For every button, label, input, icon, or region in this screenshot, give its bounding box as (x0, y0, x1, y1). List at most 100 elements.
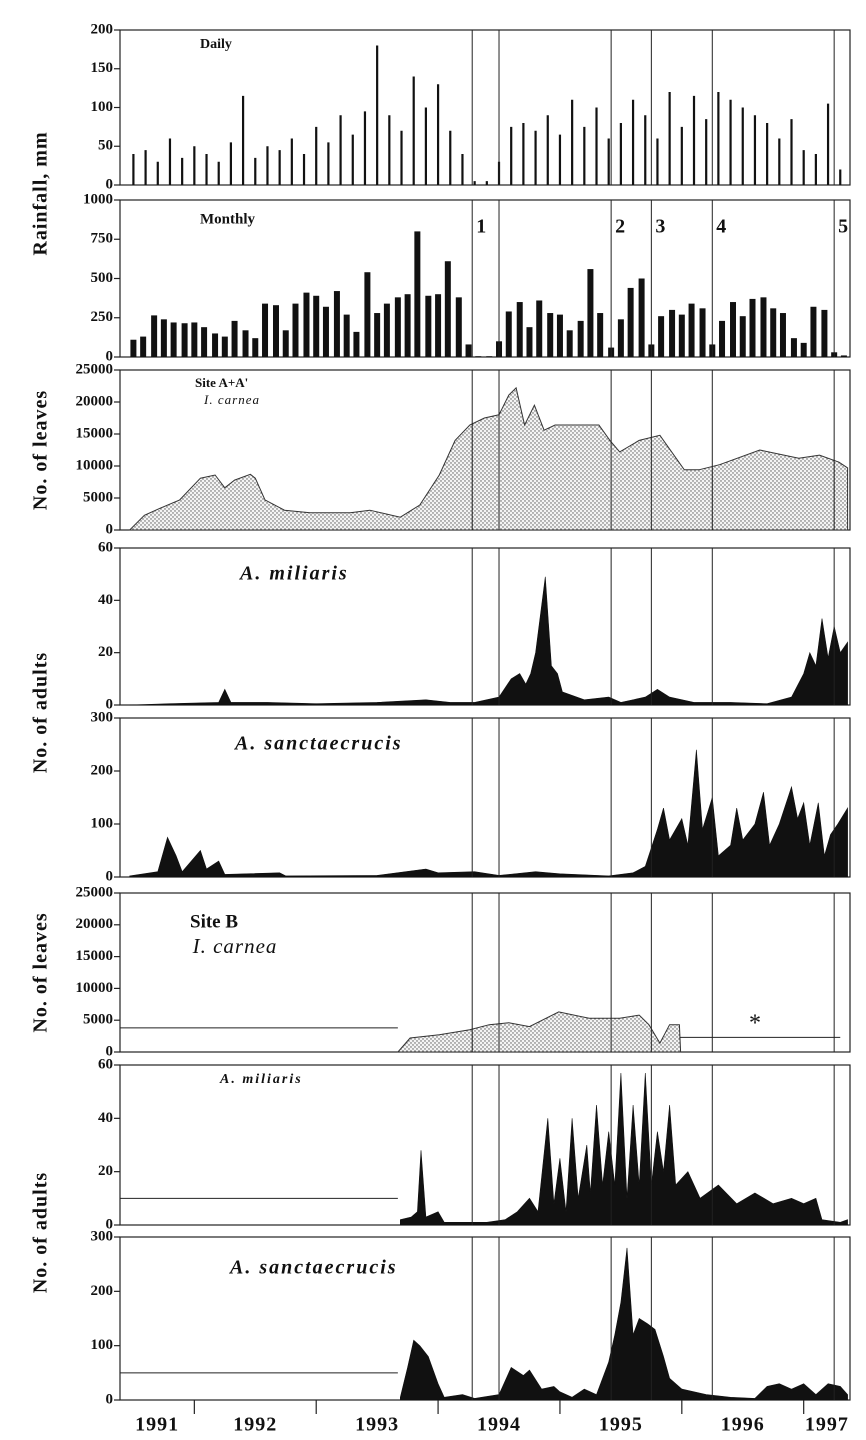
bar (753, 115, 757, 185)
area (129, 749, 848, 878)
bar (705, 119, 708, 185)
bar (729, 99, 732, 185)
bar (313, 295, 320, 357)
bar (424, 107, 427, 185)
bar (802, 150, 805, 185)
event-label: 1 (476, 216, 486, 238)
bar (577, 320, 584, 357)
bar (644, 115, 647, 185)
bar (132, 154, 135, 185)
y-tick-label: 250 (91, 309, 114, 325)
y-tick-label: 15000 (76, 948, 114, 964)
bar (779, 313, 786, 357)
bar (631, 99, 635, 185)
bar (678, 314, 685, 357)
y-tick-label: 200 (91, 21, 114, 37)
bar (688, 303, 695, 357)
bar (252, 338, 259, 357)
bar (556, 314, 563, 357)
bar (343, 314, 350, 357)
y-tick-label: 150 (91, 60, 114, 76)
y-tick-label: 100 (91, 99, 114, 115)
bar (278, 150, 281, 185)
bar (241, 95, 245, 185)
y-tick-label: 40 (98, 592, 113, 608)
bar (282, 330, 289, 357)
y-tick-label: 20 (98, 1163, 113, 1179)
bar (374, 313, 381, 357)
bar (547, 313, 554, 357)
y-tick-label: 10000 (76, 457, 114, 473)
y-tick-label: 50 (98, 138, 113, 154)
bar (699, 308, 706, 357)
bar (680, 126, 683, 185)
area (128, 386, 849, 531)
bar (181, 323, 188, 357)
bar (140, 336, 147, 357)
y-axis-label: No. of adults (30, 652, 52, 773)
bar (364, 272, 371, 357)
bar (351, 134, 354, 185)
bar (840, 355, 847, 357)
bar (516, 302, 523, 357)
x-tick-label: 1995 (599, 1414, 643, 1436)
area (400, 1247, 848, 1401)
bar (546, 115, 549, 185)
bar (205, 154, 208, 185)
bar (814, 154, 817, 185)
bar (692, 95, 696, 185)
y-tick-label: 0 (106, 348, 114, 364)
y-tick-label: 300 (91, 1228, 114, 1244)
bar (394, 297, 401, 357)
bar (475, 356, 482, 357)
bar (449, 130, 452, 185)
y-tick-label: 0 (106, 1043, 114, 1059)
panel-title: Monthly (200, 211, 256, 227)
bar (749, 298, 756, 357)
bar (322, 306, 329, 357)
bar (717, 92, 720, 185)
bar (353, 331, 360, 357)
x-tick-label: 1991 (135, 1414, 179, 1436)
y-tick-label: 25000 (76, 361, 114, 377)
bar (739, 316, 746, 357)
bar (193, 146, 196, 185)
bar (168, 138, 172, 185)
bar (766, 123, 769, 185)
bar (770, 308, 777, 357)
bar (505, 311, 512, 357)
bar (465, 344, 472, 357)
bar (571, 99, 574, 185)
y-tick-label: 500 (91, 270, 114, 286)
bar (522, 123, 525, 185)
y-tick-label: 300 (91, 709, 114, 725)
y-tick-label: 750 (91, 231, 114, 247)
bar (658, 316, 665, 357)
bar (160, 319, 167, 357)
area (400, 1072, 848, 1226)
bar (262, 303, 269, 357)
bar (627, 287, 634, 357)
bar (191, 322, 198, 357)
y-tick-label: 0 (106, 696, 114, 712)
y-tick-label: 0 (106, 176, 114, 192)
bar (566, 330, 573, 357)
bar (668, 92, 671, 185)
bar (201, 327, 208, 357)
event-label: 4 (716, 216, 726, 238)
annotation: * (749, 1011, 761, 1037)
bar (242, 330, 249, 357)
bar (170, 322, 177, 357)
y-tick-label: 100 (91, 1337, 114, 1353)
bar (333, 291, 340, 357)
y-tick-label: 60 (98, 539, 113, 555)
event-label: 2 (615, 216, 625, 238)
bar (229, 142, 233, 185)
panel-title: A. sanctaecrucis (228, 1257, 398, 1279)
bar (534, 130, 537, 185)
x-tick-label: 1992 (233, 1414, 277, 1436)
bar (151, 315, 158, 357)
bar (741, 107, 744, 185)
bar (669, 309, 676, 357)
